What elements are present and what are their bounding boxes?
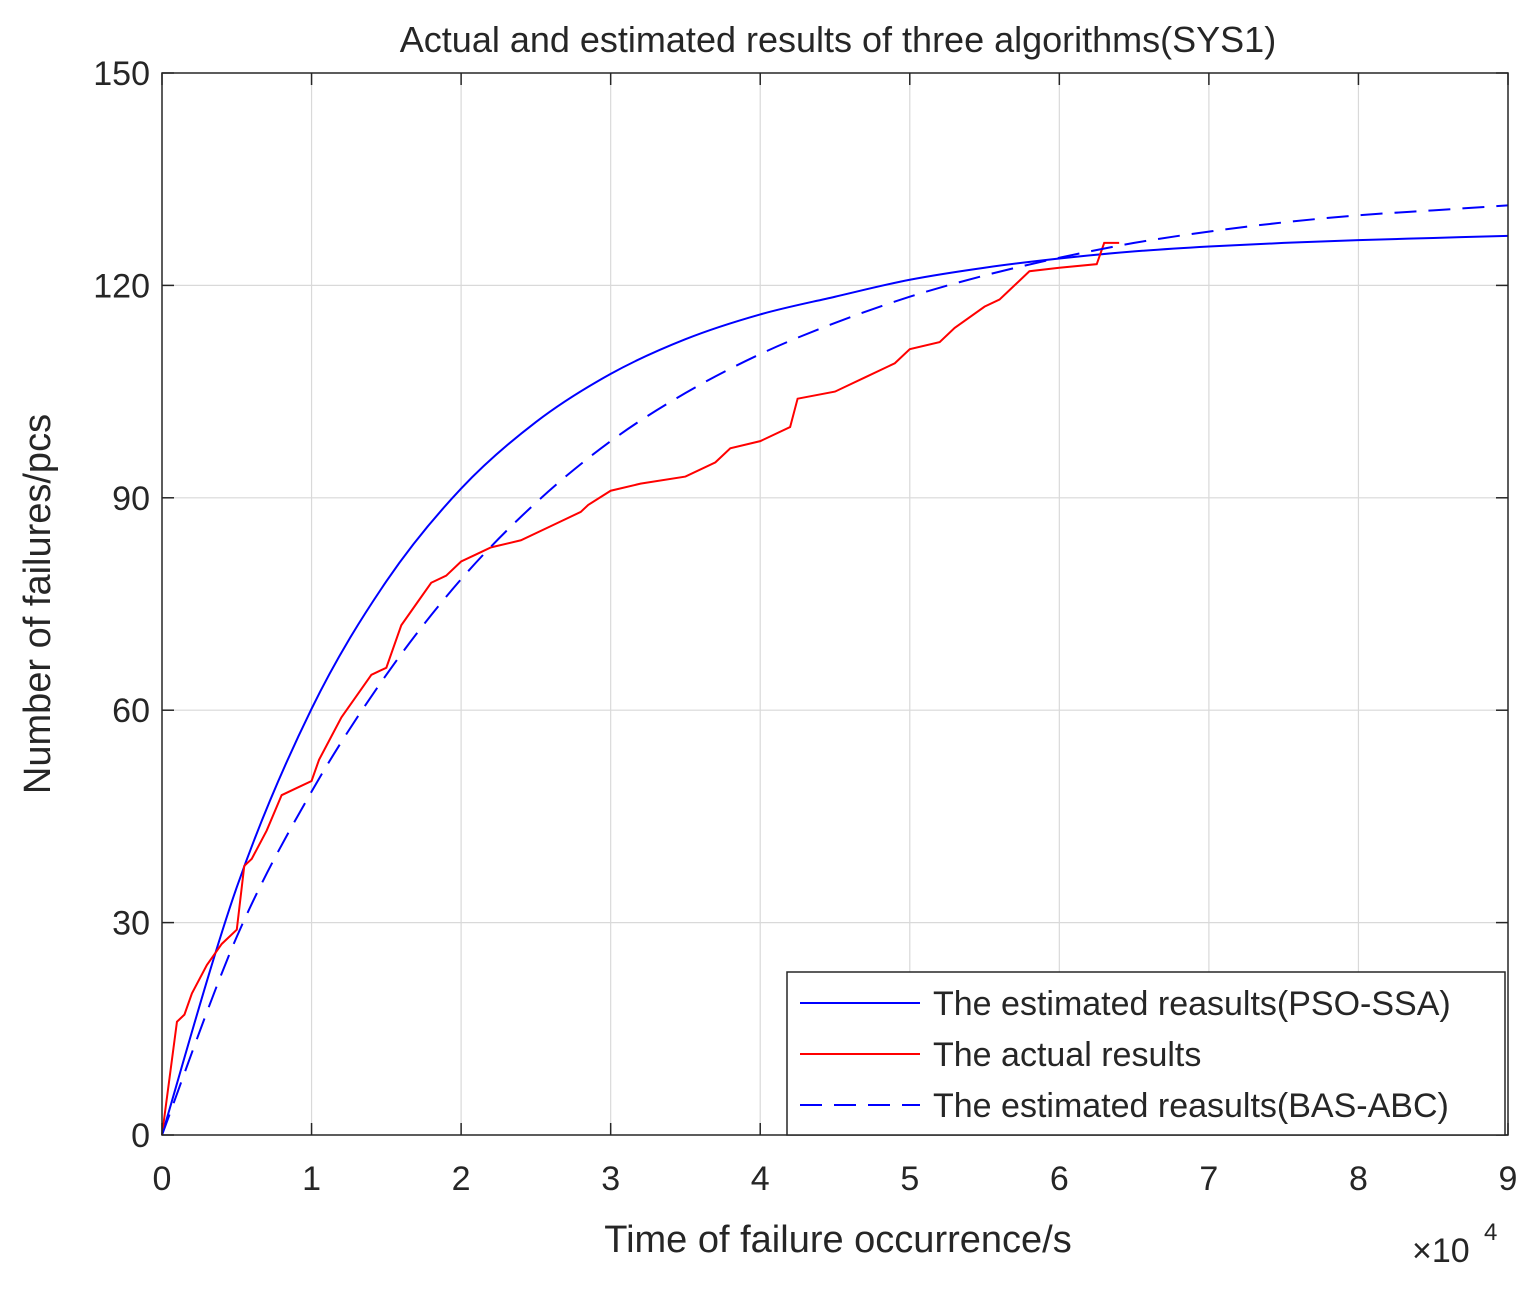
y-axis-label: Number of failures/pcs: [17, 414, 59, 794]
y-tick-label-0: 0: [131, 1117, 150, 1155]
x-tick-label-6: 6: [1050, 1160, 1069, 1198]
x-axis-exponent-power: 4: [1484, 1219, 1497, 1246]
legend: The estimated reasults(PSO-SSA) The actu…: [786, 971, 1506, 1136]
legend-label-pso-ssa: The estimated reasults(PSO-SSA): [933, 985, 1451, 1023]
y-tick-label-90: 90: [112, 480, 150, 518]
x-tick-label-8: 8: [1349, 1160, 1368, 1198]
series-line-actual: [161, 241, 1120, 1136]
series-group: [161, 204, 1509, 1136]
legend-label-actual: The actual results: [933, 1036, 1201, 1074]
chart-title: Actual and estimated results of three al…: [400, 19, 1276, 60]
y-tick-label-30: 30: [112, 905, 150, 943]
x-axis-ticks: 0 1 2 3 4 5 6 7 8 9: [153, 73, 1518, 1198]
x-tick-label-4: 4: [751, 1160, 770, 1198]
x-axis-label: Time of failure occurrence/s: [604, 1219, 1071, 1261]
legend-label-bas-abc: The estimated reasults(BAS-ABC): [933, 1087, 1449, 1125]
x-axis-exponent: ×10 4: [1412, 1219, 1497, 1270]
x-tick-label-1: 1: [302, 1160, 321, 1198]
y-tick-label-60: 60: [112, 692, 150, 730]
x-axis-exponent-base: ×10: [1412, 1232, 1470, 1270]
grid-lines: [162, 73, 1508, 1135]
series-line-bas-abc: [161, 204, 1509, 1136]
y-tick-label-150: 150: [93, 55, 150, 93]
x-tick-label-5: 5: [900, 1160, 919, 1198]
y-axis-ticks: 0 30 60 90 120 150: [93, 55, 1508, 1155]
x-tick-label-2: 2: [452, 1160, 471, 1198]
x-tick-label-3: 3: [601, 1160, 620, 1198]
x-tick-label-7: 7: [1199, 1160, 1218, 1198]
series-line-pso-ssa: [161, 234, 1509, 1136]
y-tick-label-120: 120: [93, 267, 150, 305]
x-tick-label-9: 9: [1499, 1160, 1518, 1198]
x-tick-label-0: 0: [153, 1160, 172, 1198]
